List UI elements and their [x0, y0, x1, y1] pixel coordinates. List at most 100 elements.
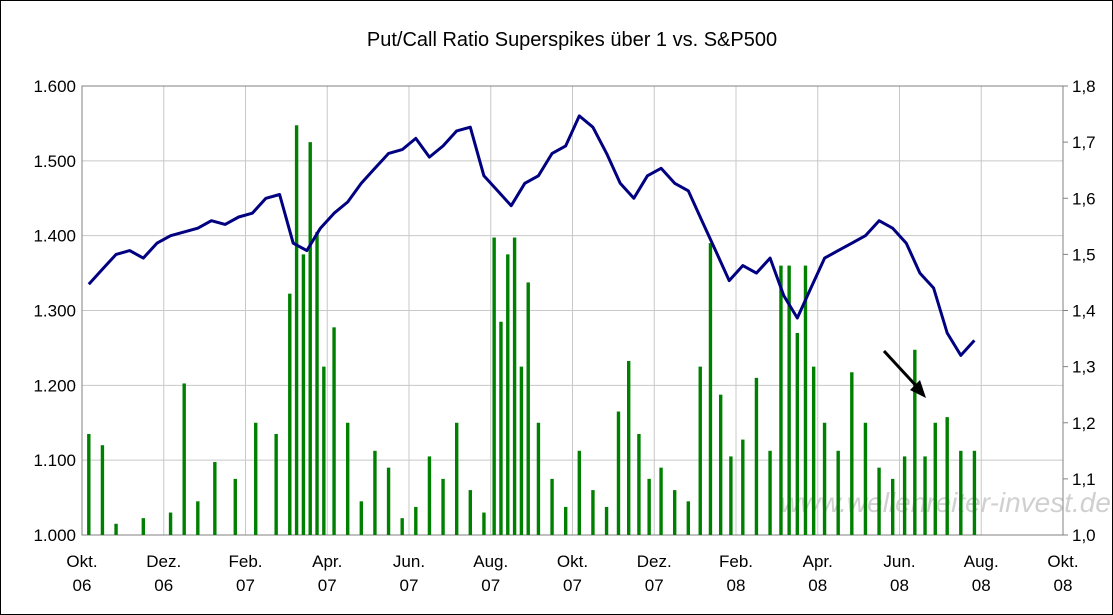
bar: [332, 327, 336, 535]
bar: [274, 433, 278, 535]
bar: [729, 456, 733, 535]
bar: [659, 467, 663, 535]
y2-tick-label: 1,8: [1072, 77, 1096, 96]
y2-tick-label: 1,7: [1072, 133, 1096, 152]
x-tick-label: Jun. 08: [883, 552, 915, 595]
bar: [519, 366, 524, 535]
bar: [604, 506, 609, 535]
chart-title: Put/Call Ratio Superspikes über 1 vs. S&…: [367, 29, 777, 51]
bar: [233, 478, 237, 535]
bar: [577, 450, 582, 535]
y2-tick-label: 1,2: [1072, 414, 1096, 433]
bar: [741, 439, 745, 535]
line: [87, 114, 976, 357]
bar: [322, 366, 326, 535]
bar: [686, 501, 691, 535]
bar: [499, 321, 503, 535]
bar: [768, 450, 772, 535]
plot-frame: [81, 85, 1064, 536]
x-tick-label: Apr. 07: [312, 552, 342, 595]
bar: [945, 417, 949, 535]
bar: [672, 490, 677, 535]
x-tick-label: Okt. 07: [557, 552, 588, 595]
bar: [141, 518, 146, 535]
bar: [301, 254, 306, 535]
bar: [647, 478, 651, 535]
bar: [795, 332, 800, 535]
bar: [637, 433, 641, 535]
y-tick-label: 1.500: [33, 152, 76, 171]
bar: [512, 237, 517, 535]
bar: [959, 450, 963, 535]
y-tick-label: 1.100: [33, 451, 76, 470]
y2-tick-label: 1,0: [1072, 526, 1096, 545]
bar: [933, 422, 937, 535]
bar: [196, 501, 200, 535]
bar: [492, 237, 496, 535]
x-tick-label: Aug. 08: [964, 552, 999, 595]
bar: [850, 372, 854, 535]
bar: [454, 422, 459, 535]
bar: [315, 231, 319, 536]
bar: [526, 282, 530, 535]
x-tick-label: Aug. 07: [473, 552, 508, 595]
bar: [836, 450, 840, 535]
arrow-head: [910, 380, 926, 398]
x-tick-label: Apr. 08: [803, 552, 833, 595]
plot-area: 1.000 1.100 1.200 1.300 1.400 1.500 1.600 1,0 1,…: [33, 77, 1095, 595]
bar: [718, 394, 723, 535]
x-tick-label: Feb. 07: [228, 552, 262, 595]
bar: [890, 478, 895, 535]
bar: [288, 293, 292, 535]
bar: [87, 433, 91, 535]
bar: [803, 265, 808, 535]
x-tick-label: Dez. 06: [146, 552, 181, 595]
bar: [627, 361, 631, 535]
bar: [822, 422, 827, 535]
y2-tick-label: 1,1: [1072, 470, 1096, 489]
y-tick-label: 1.200: [33, 376, 76, 395]
bar: [100, 445, 105, 535]
x-tick-label: Jun. 07: [393, 552, 425, 595]
bar: [414, 506, 418, 535]
x-tick-label: Dez. 07: [637, 552, 672, 595]
bar: [536, 422, 541, 535]
x-tick-label: Okt. 06: [66, 552, 97, 595]
bar: [254, 422, 258, 535]
bar: [182, 383, 186, 535]
bar: [400, 518, 404, 535]
bar: [345, 422, 350, 535]
bar: [923, 456, 927, 535]
bar: [902, 456, 907, 535]
bar: [591, 490, 595, 535]
bar: [913, 349, 917, 535]
bar: [373, 450, 377, 535]
bar: [359, 501, 364, 535]
bar: [616, 411, 621, 535]
bar: [386, 467, 391, 535]
bar: [972, 450, 977, 535]
y-tick-label: 1.600: [33, 77, 76, 96]
bar: [114, 523, 118, 535]
y-tick-label: 1.400: [33, 227, 76, 246]
y2-tick-label: 1,5: [1072, 245, 1096, 264]
bar: [754, 377, 759, 535]
bar: [811, 366, 816, 535]
bar: [441, 478, 445, 535]
y2-tick-label: 1,6: [1072, 189, 1096, 208]
bar: [779, 265, 783, 535]
y-tick-label: 1.000: [33, 526, 76, 545]
bar: [427, 456, 432, 535]
bar: [308, 142, 312, 535]
bar: [563, 506, 568, 535]
bar: [698, 366, 702, 535]
y-tick-label: 1.300: [33, 302, 76, 321]
bar: [168, 512, 173, 535]
bar: [294, 125, 299, 535]
bar: [877, 467, 881, 535]
bar: [468, 490, 473, 535]
x-tick-label: Okt. 08: [1047, 552, 1078, 595]
y2-tick-label: 1,3: [1072, 358, 1096, 377]
bar: [213, 462, 217, 535]
